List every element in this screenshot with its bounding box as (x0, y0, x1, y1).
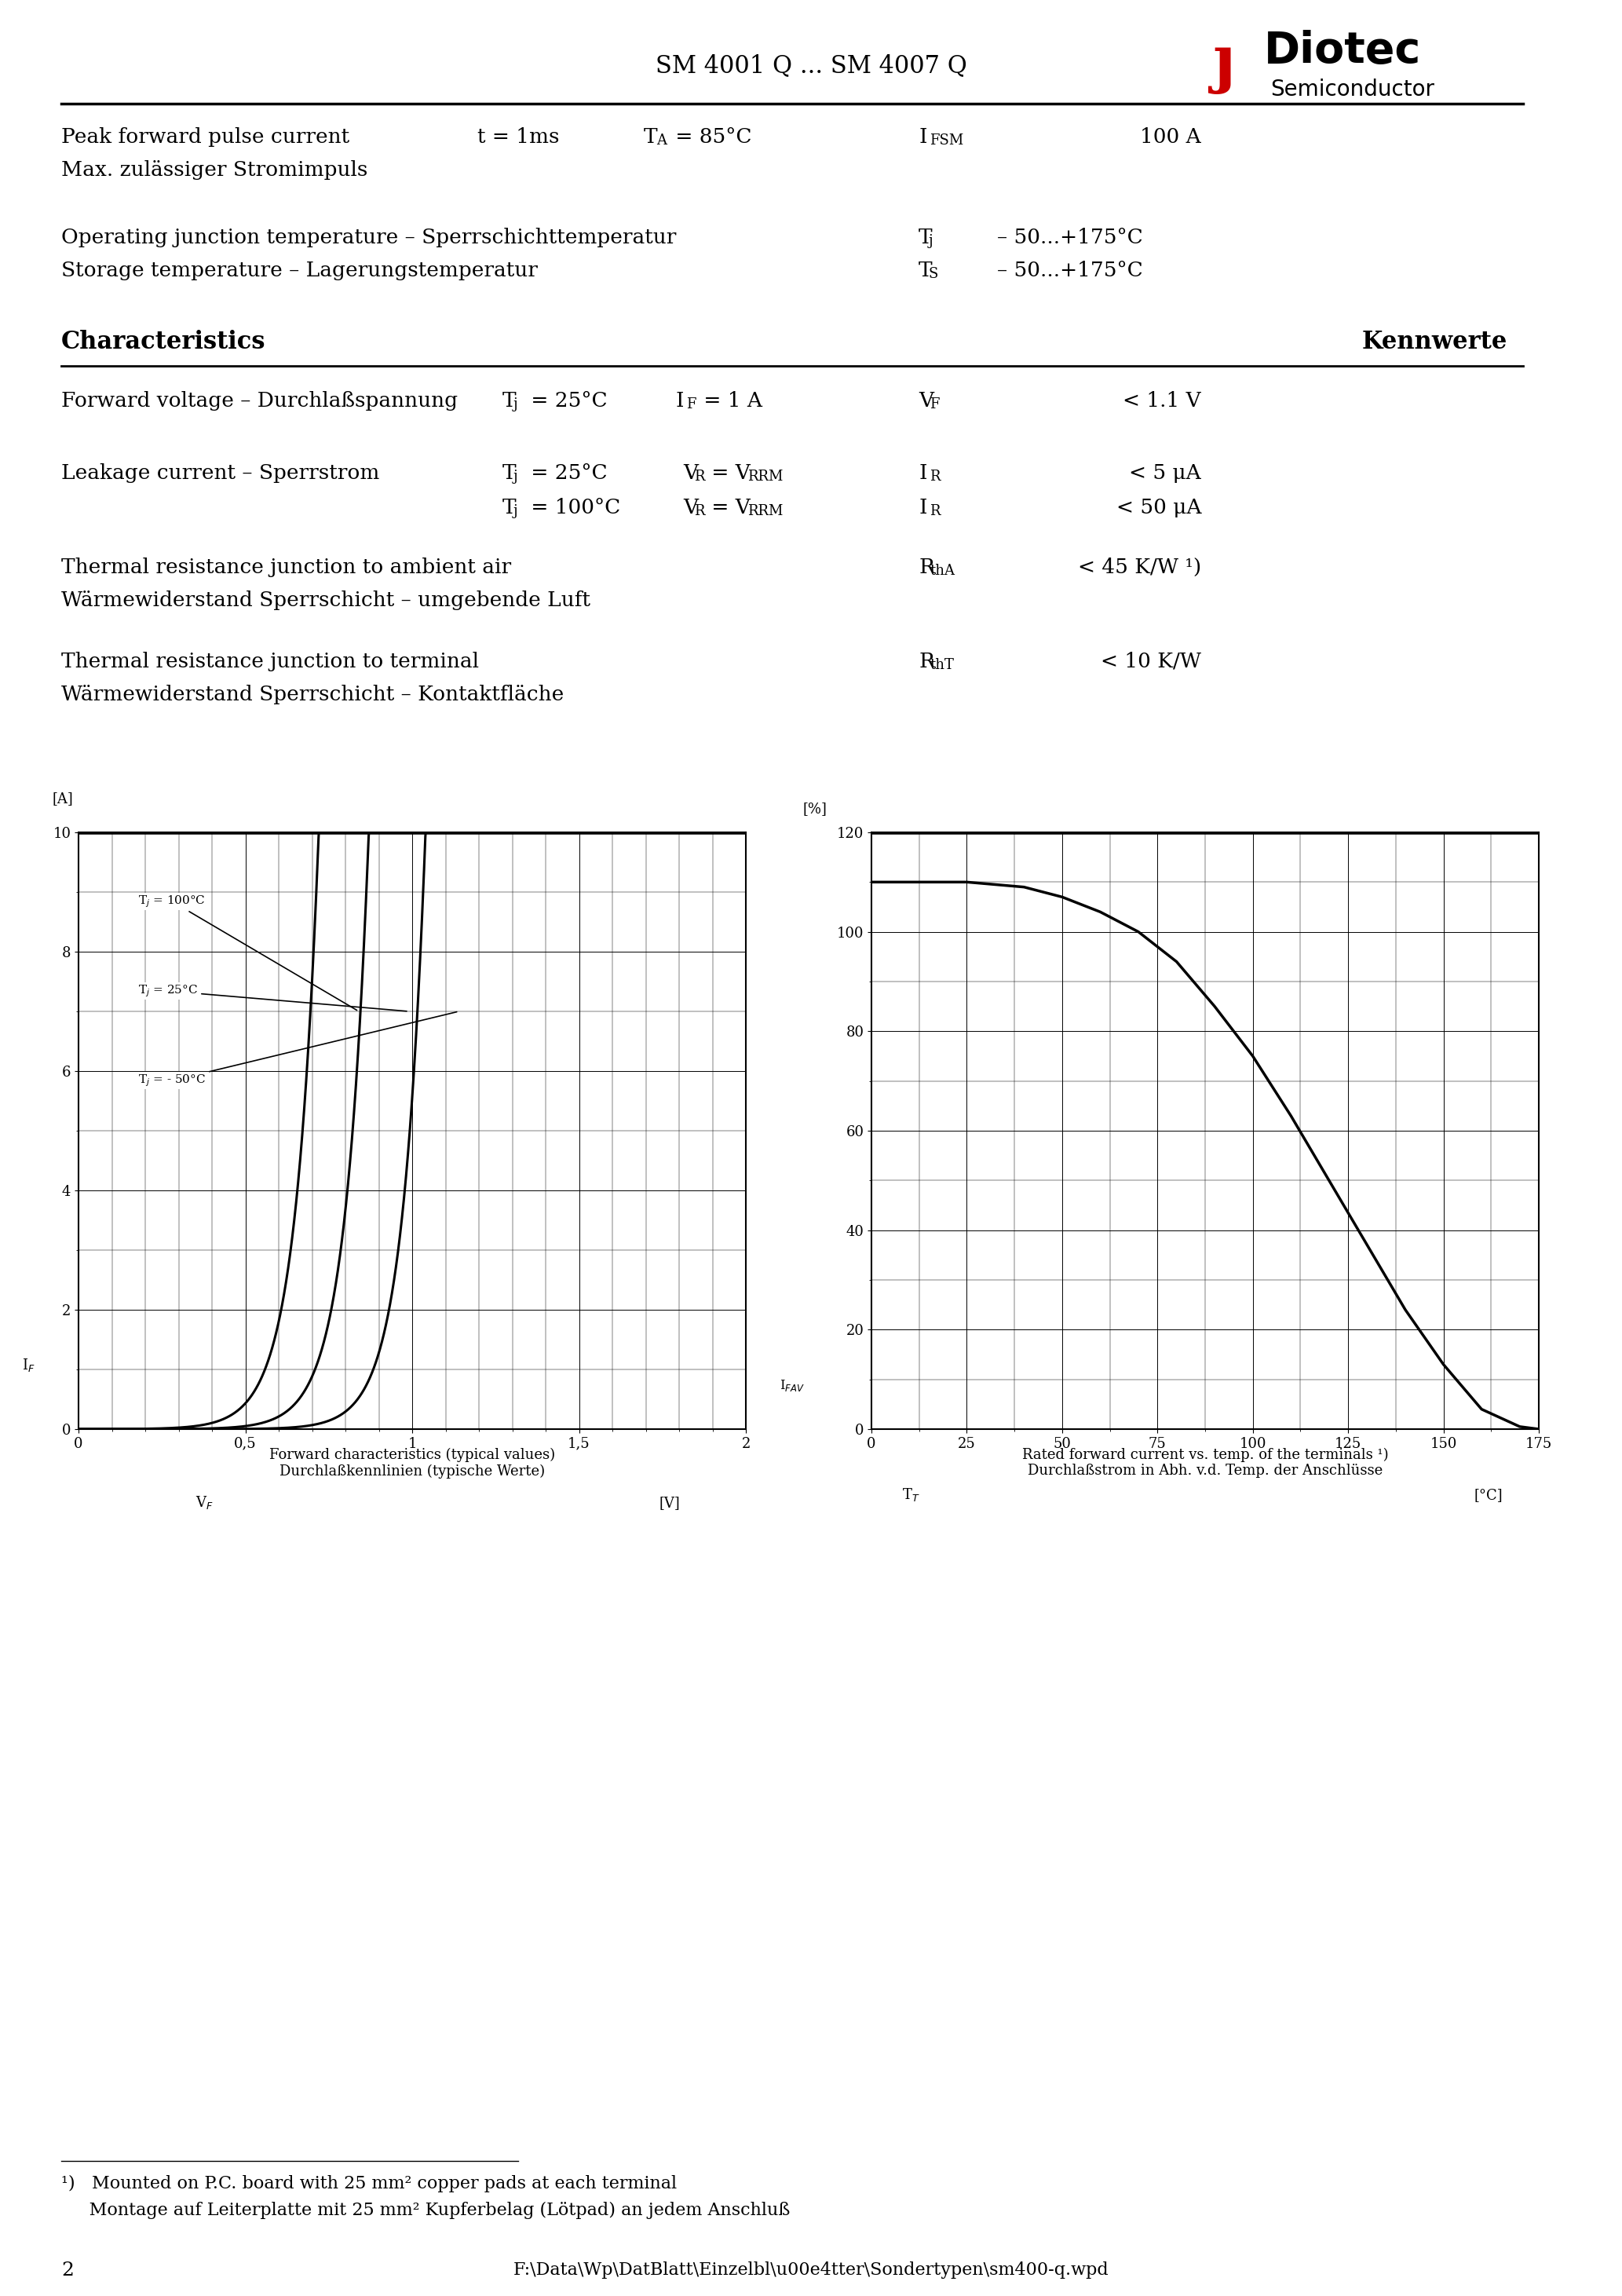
Text: R: R (929, 505, 941, 519)
Text: = V: = V (706, 464, 751, 482)
Text: T$_j$ = - 50°C: T$_j$ = - 50°C (138, 1013, 457, 1088)
Text: Thermal resistance junction to ambient air: Thermal resistance junction to ambient a… (62, 558, 511, 576)
Text: Semiconductor: Semiconductor (1270, 78, 1434, 101)
Text: T: T (644, 126, 657, 147)
Text: S: S (929, 266, 939, 280)
Text: I: I (918, 464, 926, 482)
Text: Wärmewiderstand Sperrschicht – Kontaktfläche: Wärmewiderstand Sperrschicht – Kontaktfl… (62, 684, 564, 705)
Text: T$_j$ = 100°C: T$_j$ = 100°C (138, 893, 357, 1010)
Text: < 10 K/W: < 10 K/W (1101, 652, 1202, 670)
Text: FSM: FSM (929, 133, 963, 147)
Text: < 5 μA: < 5 μA (1129, 464, 1202, 482)
Text: F: F (929, 397, 939, 411)
Text: Operating junction temperature – Sperrschichttemperatur: Operating junction temperature – Sperrsc… (62, 227, 676, 248)
Text: I$_{FAV}$: I$_{FAV}$ (780, 1378, 805, 1394)
Text: = V: = V (706, 498, 751, 517)
Text: = 1 A: = 1 A (697, 390, 762, 411)
Text: Forward voltage – Durchlaßspannung: Forward voltage – Durchlaßspannung (62, 390, 457, 411)
Text: j: j (929, 234, 933, 248)
Text: R: R (929, 471, 941, 484)
Text: R: R (694, 505, 704, 519)
Text: Storage temperature – Lagerungstemperatur: Storage temperature – Lagerungstemperatu… (62, 262, 537, 280)
Text: Thermal resistance junction to terminal: Thermal resistance junction to terminal (62, 652, 478, 670)
Text: Peak forward pulse current: Peak forward pulse current (62, 126, 349, 147)
Text: Diotec: Diotec (1264, 30, 1421, 71)
Text: R: R (918, 652, 934, 670)
Text: – 50...+175°C: – 50...+175°C (998, 227, 1144, 248)
Text: – 50...+175°C: – 50...+175°C (998, 262, 1144, 280)
Text: Montage auf Leiterplatte mit 25 mm² Kupferbelag (Lötpad) an jedem Anschluß: Montage auf Leiterplatte mit 25 mm² Kupf… (62, 2202, 790, 2220)
Text: [%]: [%] (803, 801, 827, 815)
Text: R: R (694, 471, 704, 484)
Text: < 45 K/W ¹): < 45 K/W ¹) (1077, 558, 1202, 576)
Text: = 25°C: = 25°C (524, 464, 607, 482)
Text: Characteristics: Characteristics (62, 331, 266, 354)
Text: SM 4001 Q ... SM 4007 Q: SM 4001 Q ... SM 4007 Q (655, 53, 967, 78)
Text: Max. zulässiger Stromimpuls: Max. zulässiger Stromimpuls (62, 161, 368, 179)
Text: Kennwerte: Kennwerte (1362, 331, 1507, 354)
Text: V: V (683, 498, 697, 517)
Text: j: j (514, 505, 517, 519)
Text: 2: 2 (62, 2262, 73, 2280)
Text: T: T (503, 390, 516, 411)
Text: T$_j$ = 25°C: T$_j$ = 25°C (138, 983, 407, 1010)
Text: RRM: RRM (748, 471, 783, 484)
Text: [A]: [A] (52, 792, 73, 806)
Text: = 25°C: = 25°C (524, 390, 607, 411)
Text: ¹)   Mounted on P.C. board with 25 mm² copper pads at each terminal: ¹) Mounted on P.C. board with 25 mm² cop… (62, 2174, 676, 2193)
Text: Forward characteristics (typical values)
Durchlaßkennlinien (typische Werte): Forward characteristics (typical values)… (269, 1446, 555, 1479)
Text: = 100°C: = 100°C (524, 498, 621, 517)
Text: V$_F$: V$_F$ (195, 1495, 212, 1511)
Text: thT: thT (929, 659, 954, 673)
Text: [V]: [V] (659, 1495, 680, 1511)
Text: F: F (686, 397, 696, 411)
Text: RRM: RRM (748, 505, 783, 519)
Text: T: T (503, 464, 516, 482)
Text: j: j (514, 397, 517, 411)
Text: T$_T$: T$_T$ (902, 1486, 920, 1502)
Text: thA: thA (929, 565, 955, 579)
Text: ȷ: ȷ (1213, 32, 1236, 94)
Text: T: T (503, 498, 516, 517)
Text: j: j (514, 471, 517, 484)
Text: = 85°C: = 85°C (668, 126, 751, 147)
Text: < 50 μA: < 50 μA (1116, 498, 1202, 517)
Text: [°C]: [°C] (1474, 1488, 1502, 1502)
Text: V: V (918, 390, 934, 411)
Text: t = 1ms: t = 1ms (477, 126, 560, 147)
Text: < 1.1 V: < 1.1 V (1122, 390, 1202, 411)
Text: I$_F$: I$_F$ (21, 1357, 36, 1373)
Text: Wärmewiderstand Sperrschicht – umgebende Luft: Wärmewiderstand Sperrschicht – umgebende… (62, 590, 590, 611)
Text: T: T (918, 227, 933, 248)
Text: T: T (918, 262, 933, 280)
Text: I: I (918, 126, 926, 147)
Text: F:\Data\Wp\DatBlatt\Einzelbl\u00e4tter\Sondertypen\sm400-q.wpd: F:\Data\Wp\DatBlatt\Einzelbl\u00e4tter\S… (513, 2262, 1109, 2278)
Text: V: V (683, 464, 697, 482)
Text: R: R (918, 558, 934, 576)
Text: I: I (918, 498, 926, 517)
Text: A: A (657, 133, 667, 147)
Text: Rated forward current vs. temp. of the terminals ¹)
Durchlaßstrom in Abh. v.d. T: Rated forward current vs. temp. of the t… (1022, 1446, 1388, 1479)
Text: 100 A: 100 A (1140, 126, 1202, 147)
Text: Leakage current – Sperrstrom: Leakage current – Sperrstrom (62, 464, 380, 482)
Text: I: I (675, 390, 683, 411)
